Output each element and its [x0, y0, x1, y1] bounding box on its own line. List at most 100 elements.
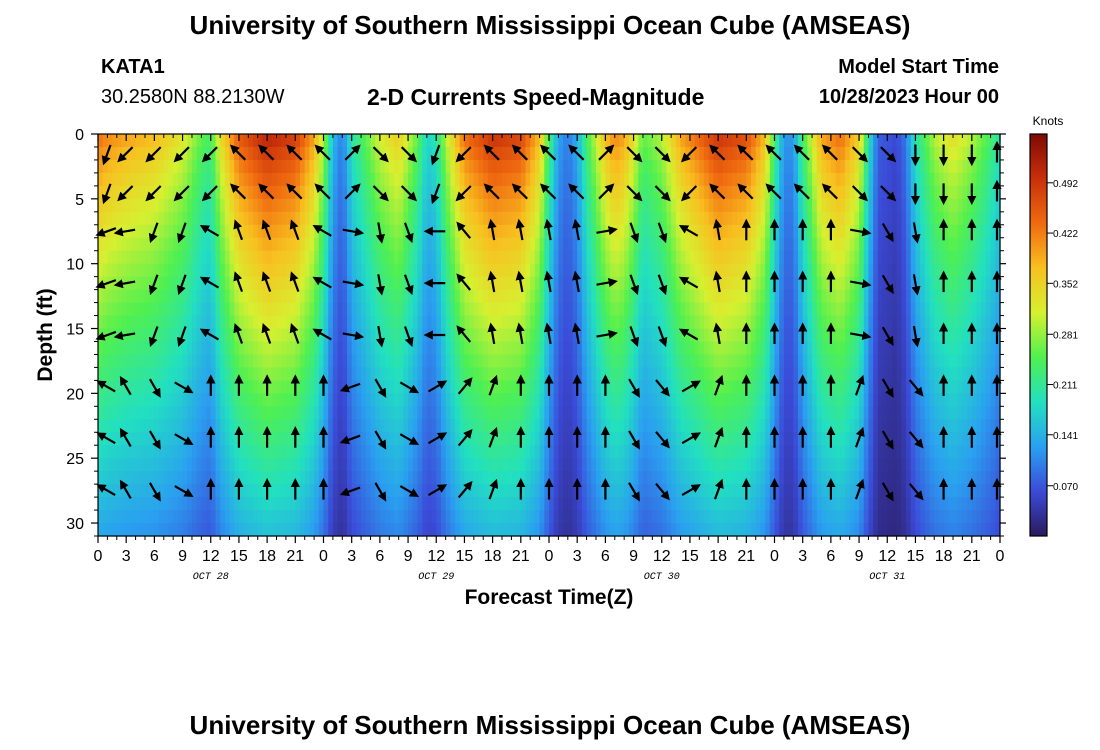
heatmap-cell: [863, 198, 870, 213]
heatmap-cell: [661, 237, 668, 252]
heatmap-cell: [365, 341, 372, 356]
heatmap-cell: [549, 146, 555, 161]
heatmap-cell: [840, 289, 846, 304]
heatmap-cell: [346, 237, 353, 252]
heatmap-cell: [168, 276, 174, 291]
heatmap-cell: [149, 250, 155, 265]
heatmap-cell: [826, 380, 832, 394]
heatmap-cell: [840, 445, 846, 459]
heatmap-cell: [370, 406, 376, 420]
heatmap-cell: [534, 211, 541, 226]
heatmap-cell: [445, 393, 451, 407]
heatmap-cell: [652, 315, 658, 330]
heatmap-cell: [337, 250, 343, 265]
heatmap-cell: [633, 393, 639, 407]
heatmap-cell: [652, 250, 658, 265]
heatmap-cell: [469, 211, 475, 226]
heatmap-cell: [309, 237, 315, 252]
heatmap-cell: [173, 458, 179, 472]
heatmap-cell: [492, 263, 498, 278]
heatmap-cell: [591, 432, 597, 446]
heatmap-cell: [140, 458, 146, 472]
heatmap-cell: [450, 315, 456, 330]
heatmap-cell: [591, 134, 597, 148]
heatmap-cell: [323, 198, 329, 213]
heatmap-cell: [680, 250, 686, 265]
heatmap-cell: [412, 172, 419, 187]
heatmap-cell: [375, 250, 381, 265]
heatmap-cell: [689, 250, 696, 265]
heatmap-cell: [530, 263, 536, 278]
heatmap-cell: [271, 419, 278, 433]
heatmap-cell: [633, 263, 639, 278]
heatmap-cell: [154, 211, 160, 226]
heatmap-cell: [126, 263, 132, 278]
heatmap-cell: [713, 445, 719, 459]
heatmap-cell: [525, 445, 531, 459]
heatmap-cell: [436, 289, 442, 304]
heatmap-cell: [595, 302, 602, 317]
heatmap-cell: [816, 237, 823, 252]
heatmap-cell: [896, 276, 902, 291]
heatmap-cell: [882, 134, 888, 148]
heatmap-cell: [821, 211, 827, 226]
heatmap-cell: [689, 367, 696, 381]
heatmap-cell: [455, 367, 461, 381]
heatmap-cell: [248, 172, 254, 187]
heatmap-cell: [727, 445, 733, 459]
heatmap-cell: [445, 146, 451, 161]
heatmap-cell: [713, 237, 719, 252]
heatmap-cell: [896, 172, 902, 187]
heatmap-cell: [760, 185, 766, 200]
heatmap-cell: [487, 198, 494, 213]
heatmap-cell: [332, 393, 339, 407]
heatmap-cell: [408, 263, 414, 278]
heatmap-cell: [901, 393, 907, 407]
heatmap-cell: [539, 406, 545, 420]
heatmap-cell: [910, 276, 917, 291]
heatmap-cell: [924, 146, 931, 161]
heatmap-cell: [112, 419, 118, 433]
heatmap-cell: [112, 172, 118, 187]
heatmap-cell: [159, 289, 165, 304]
heatmap-cell: [647, 419, 653, 433]
heatmap-cell: [130, 419, 137, 433]
heatmap-cell: [976, 198, 982, 213]
heatmap-cell: [755, 250, 762, 265]
heatmap-cell: [206, 289, 212, 304]
heatmap-cell: [314, 134, 320, 148]
heatmap-cell: [365, 445, 372, 459]
heatmap-cell: [201, 458, 207, 472]
heatmap-cell: [633, 432, 639, 446]
heatmap-cell: [445, 211, 451, 226]
heatmap-cell: [563, 419, 569, 433]
heatmap-cell: [455, 354, 461, 369]
heatmap-cell: [605, 315, 611, 330]
heatmap-cell: [304, 406, 311, 420]
heatmap-cell: [130, 134, 137, 148]
heatmap-cell: [281, 237, 287, 252]
heatmap-cell: [642, 250, 649, 265]
heatmap-cell: [962, 432, 968, 446]
heatmap-cell: [187, 393, 193, 407]
heatmap-cell: [722, 458, 729, 472]
heatmap-cell: [873, 354, 879, 369]
heatmap-cell: [910, 458, 917, 472]
heatmap-cell: [844, 146, 851, 161]
heatmap-cell: [473, 419, 480, 433]
heatmap-cell: [572, 276, 578, 291]
heatmap-cell: [506, 185, 513, 200]
heatmap-cell: [206, 159, 212, 174]
heatmap-cell: [149, 302, 155, 317]
heatmap-cell: [520, 341, 527, 356]
heatmap-cell: [953, 224, 959, 239]
heatmap-cell: [652, 185, 658, 200]
heatmap-cell: [553, 289, 559, 304]
heatmap-cell: [464, 393, 470, 407]
heatmap-cell: [751, 354, 757, 369]
heatmap-cell: [553, 250, 559, 265]
heatmap-cell: [581, 134, 588, 148]
heatmap-cell: [859, 393, 865, 407]
heatmap-cell: [694, 289, 700, 304]
heatmap-cell: [835, 237, 841, 252]
